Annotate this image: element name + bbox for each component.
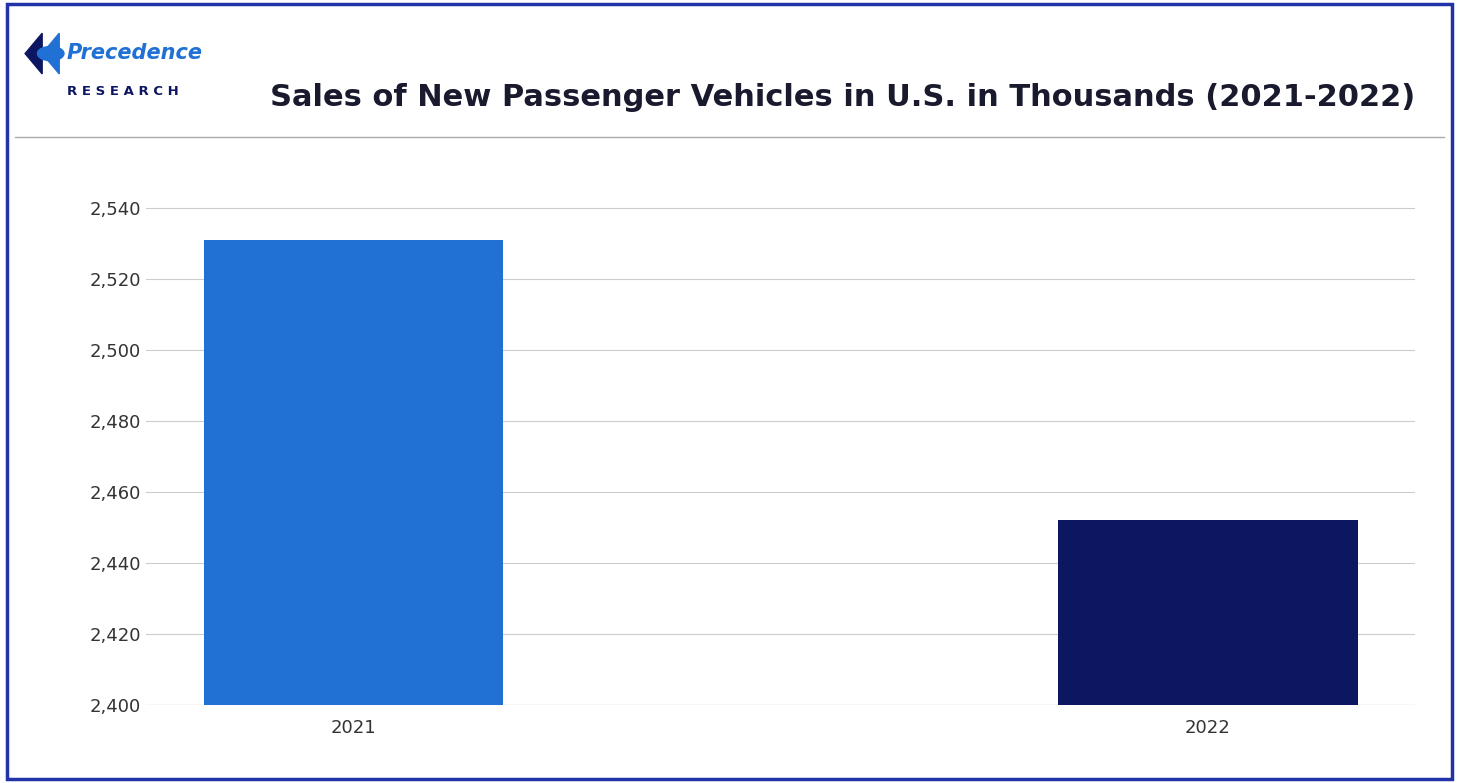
Circle shape — [38, 46, 64, 61]
Polygon shape — [42, 33, 60, 74]
Polygon shape — [25, 33, 42, 74]
Bar — [204, 240, 503, 783]
Text: Precedence: Precedence — [67, 42, 203, 63]
Bar — [1058, 520, 1357, 783]
Text: R E S E A R C H: R E S E A R C H — [67, 85, 178, 98]
Text: Sales of New Passenger Vehicles in U.S. in Thousands (2021-2022): Sales of New Passenger Vehicles in U.S. … — [270, 83, 1415, 113]
